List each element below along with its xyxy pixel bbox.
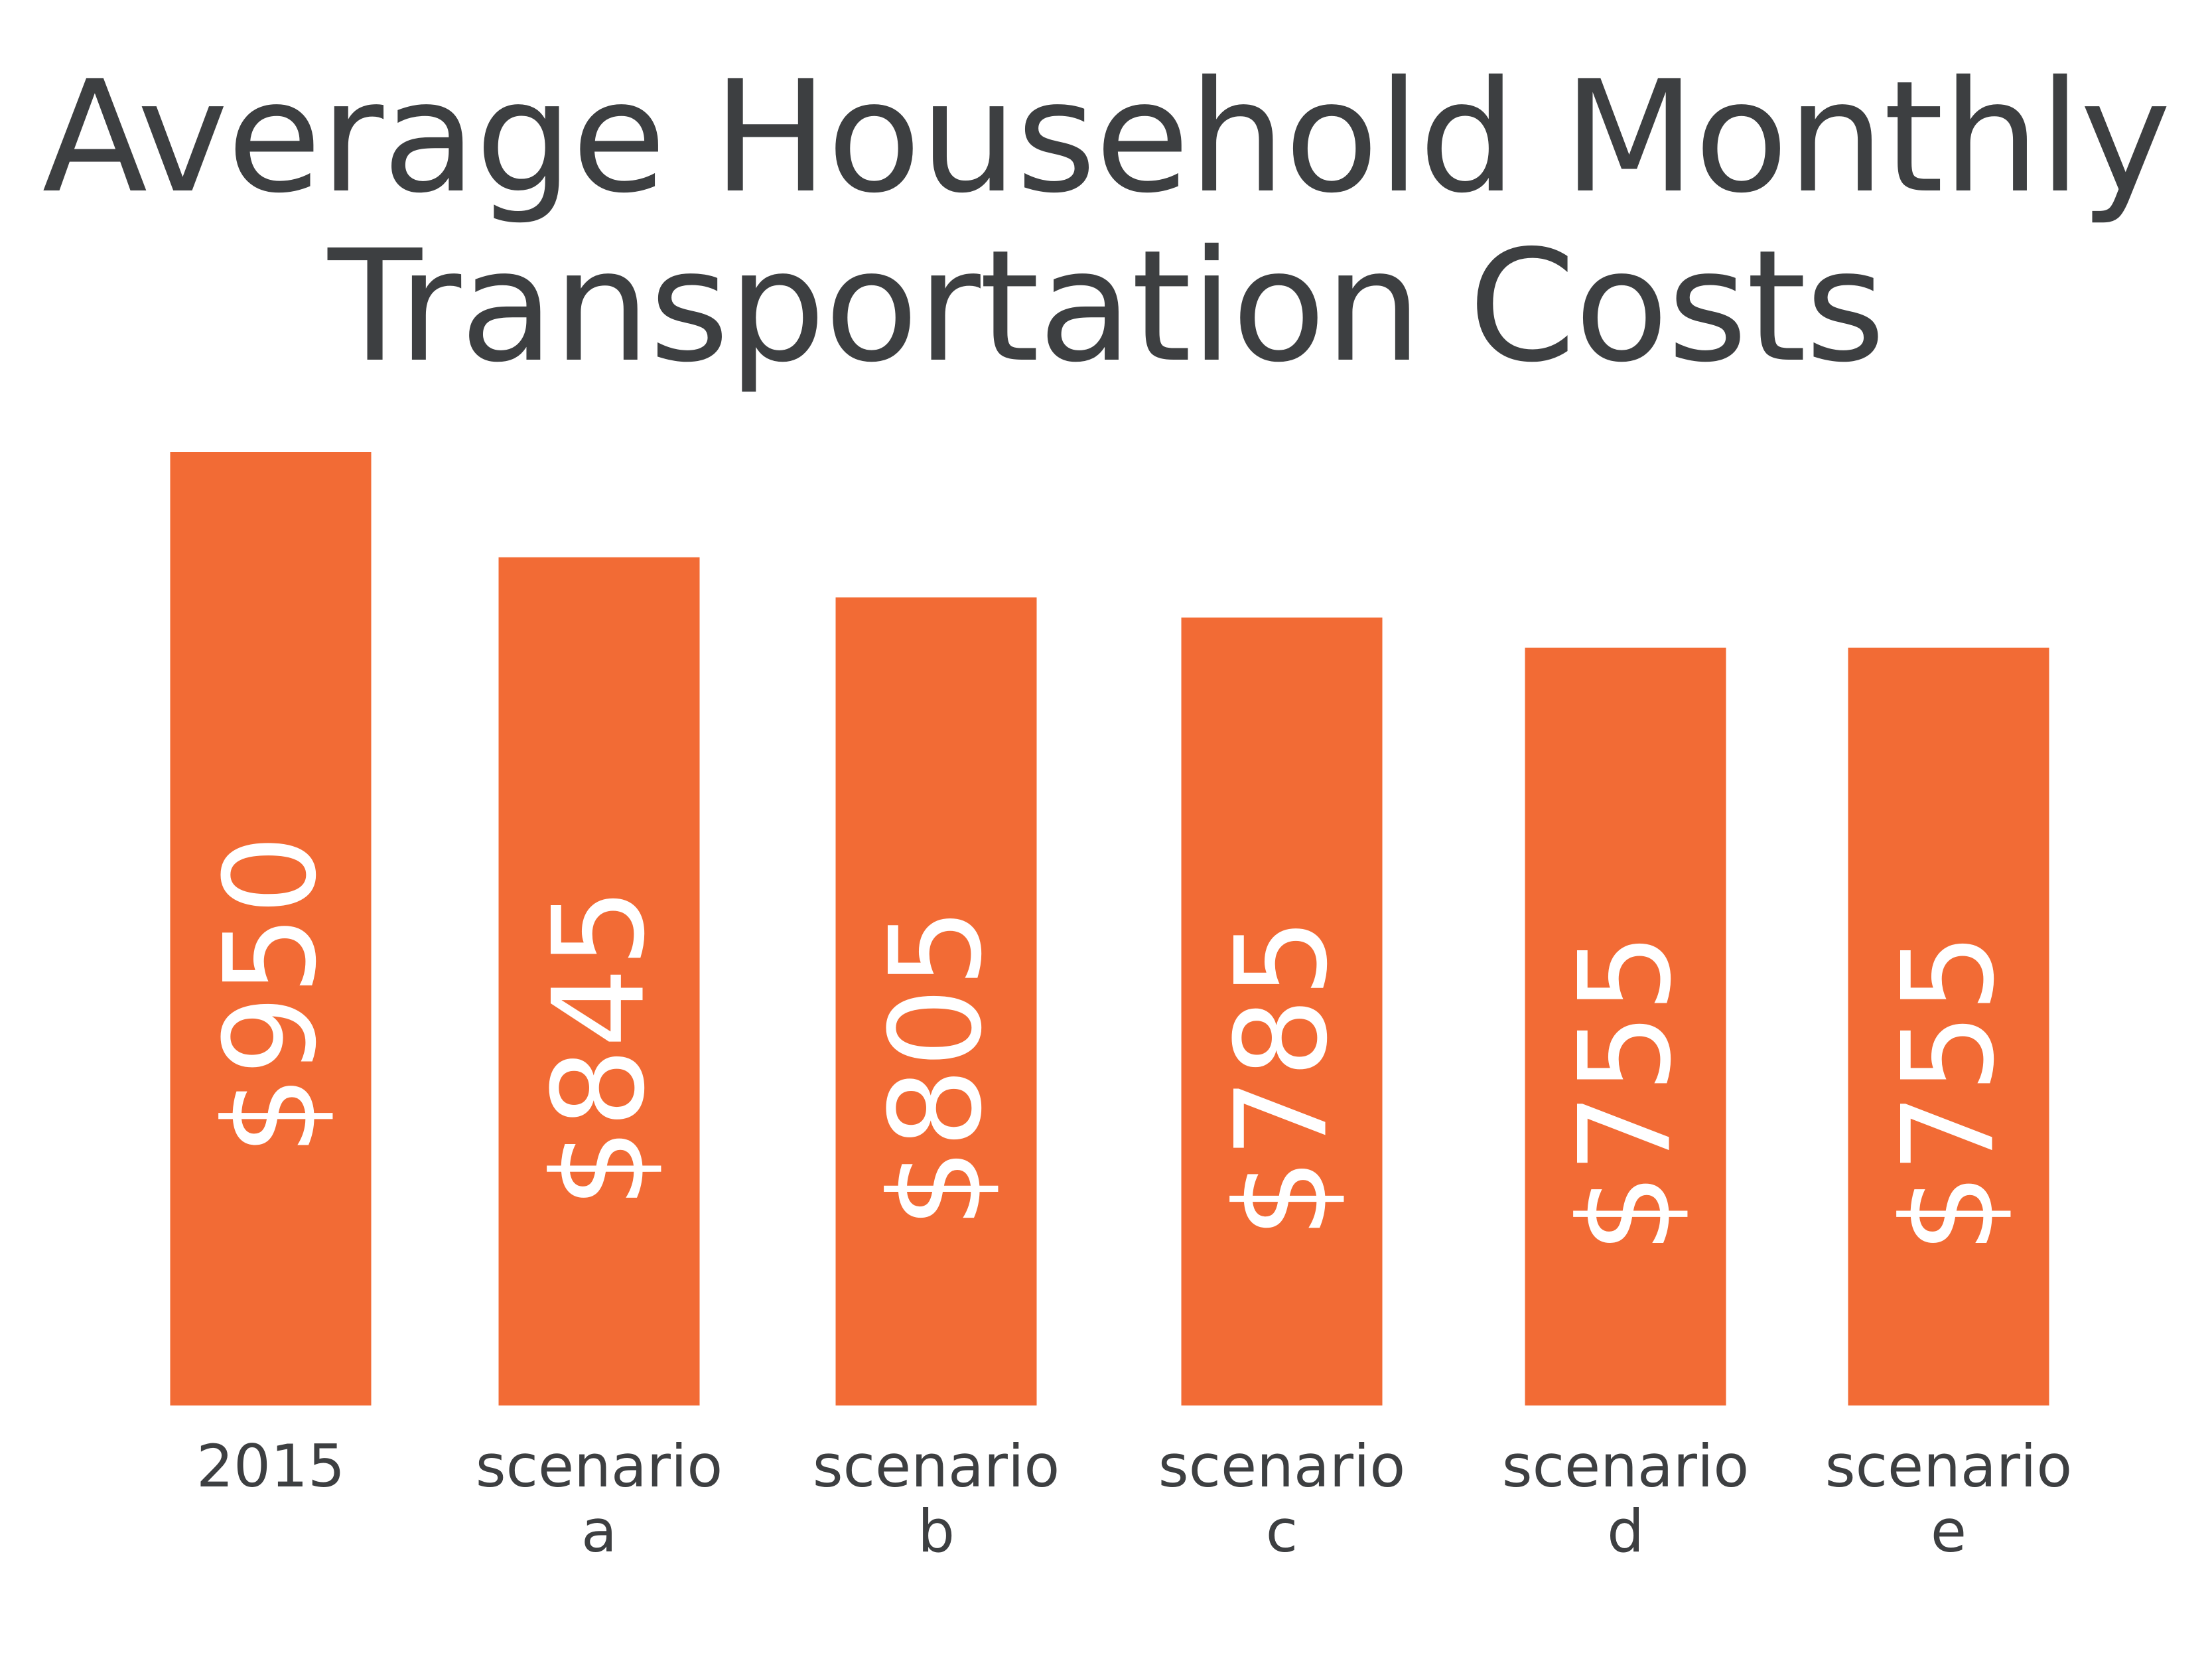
- category-label-2-line-1: scenario: [476, 1432, 723, 1500]
- bar-value-label-5: $755: [1553, 932, 1699, 1254]
- bar-value-label-6: $755: [1876, 932, 2022, 1254]
- bar-1: [170, 452, 372, 1405]
- bar-value-label-1: $950: [198, 835, 344, 1156]
- chart-title: Average Household Monthly Transportation…: [0, 53, 2212, 392]
- chart-title-line-1: Average Household Monthly: [42, 48, 2172, 227]
- bar-2: [498, 557, 700, 1405]
- category-label-3-line-2: b: [918, 1497, 955, 1565]
- category-label-4-line-1: scenario: [1158, 1432, 1406, 1500]
- category-label-1-line-1: 2015: [196, 1432, 345, 1500]
- bar-value-label-2: $845: [526, 887, 673, 1208]
- category-label-2-line-2: a: [581, 1497, 617, 1565]
- bar-value-label-4: $785: [1209, 918, 1355, 1239]
- bar-value-label-3: $805: [863, 907, 1010, 1228]
- bar-5: [1525, 647, 1726, 1405]
- category-label-6-line-2: e: [1931, 1497, 1967, 1565]
- category-label-4-line-2: c: [1266, 1497, 1298, 1565]
- bar-6: [1848, 647, 2049, 1405]
- category-labels-layer: 2015 scenarioascenariobscenariocscenariod…: [196, 1432, 2072, 1565]
- category-label-5-line-2: d: [1607, 1497, 1644, 1565]
- category-label-6-line-1: scenario: [1825, 1432, 2073, 1500]
- bar-4: [1181, 617, 1383, 1405]
- bars-layer: $950 $845 $805 $785 $755 $755: [170, 452, 2049, 1406]
- category-label-3-line-1: scenario: [813, 1432, 1060, 1500]
- category-label-5-line-1: scenario: [1502, 1432, 1750, 1500]
- chart-title-line-2: Transportation Costs: [328, 217, 1886, 396]
- bar-3: [835, 597, 1037, 1406]
